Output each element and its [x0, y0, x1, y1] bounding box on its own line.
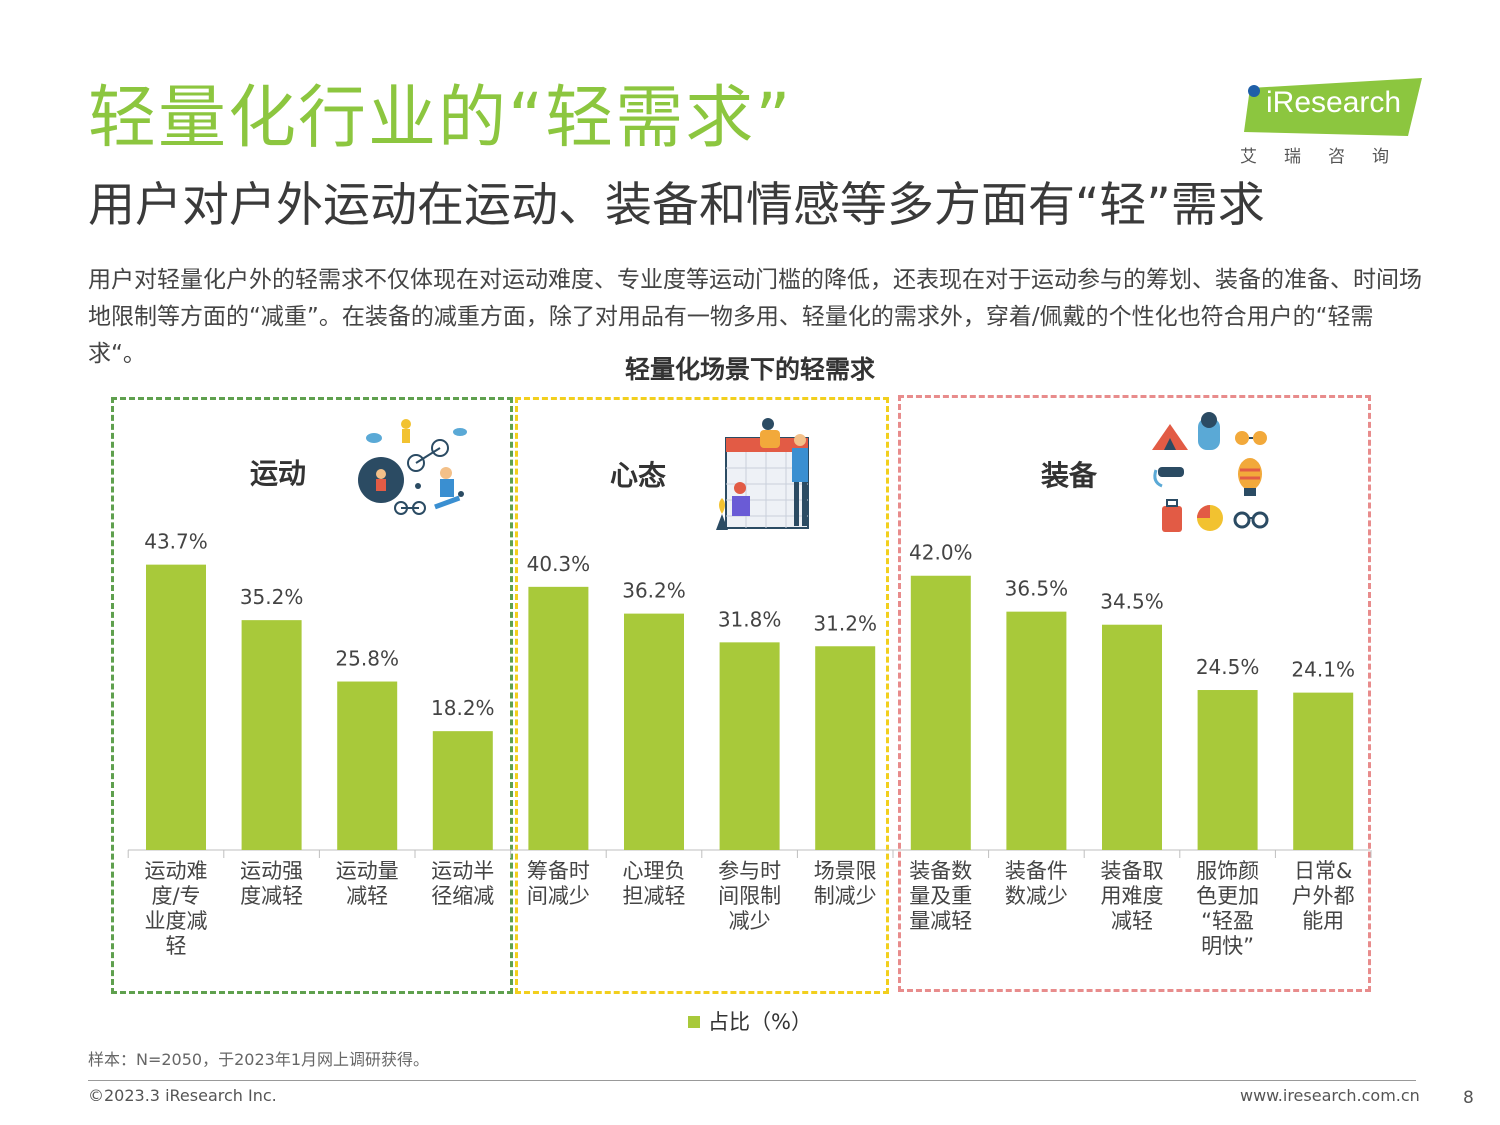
page-title: 轻量化行业的“轻需求”	[88, 79, 793, 158]
category-label: 运动难 度/专 业度减轻	[133, 859, 219, 959]
category-label-line: 运动强	[240, 859, 304, 883]
equipment-icon	[1152, 412, 1269, 532]
category-label-line: 场景限	[813, 859, 877, 883]
data-label: 31.8%	[718, 607, 782, 631]
data-label: 36.2%	[622, 579, 686, 603]
category-label: 场景限 制减少	[802, 859, 888, 909]
category-label-line: 色更加	[1196, 884, 1260, 908]
category-label-line: 日常&	[1293, 859, 1353, 883]
legend: 占比（%）	[0, 1006, 1500, 1036]
group-box-equipment	[898, 395, 1371, 992]
bar	[1197, 690, 1258, 850]
chart-title: 轻量化场景下的轻需求	[624, 355, 875, 384]
category-label-line: 量及重	[909, 884, 973, 908]
category-label-line: 运动量	[335, 859, 399, 883]
category-label: 参与时 间限制 减少	[707, 859, 793, 934]
website-link[interactable]: www.iresearch.com.cn	[1240, 1086, 1420, 1105]
page-subtitle: 用户对户外运动在运动、装备和情感等多方面有“轻”需求	[88, 178, 1265, 233]
group-box-sports	[111, 397, 513, 994]
category-label-line: 制减少	[813, 884, 877, 908]
category-label-line: 度/专	[151, 884, 201, 908]
category-label: 装备取 用难度 减轻	[1089, 859, 1175, 934]
category-label-line: 装备数	[909, 859, 973, 883]
bar	[337, 681, 398, 850]
copyright: ©2023.3 iResearch Inc.	[88, 1086, 277, 1105]
category-label: 装备件 数减少	[993, 859, 1079, 909]
bar	[1293, 692, 1354, 850]
iresearch-logo: iResearch 艾瑞咨询	[1236, 78, 1426, 173]
category-label-line: 能用	[1302, 909, 1345, 933]
data-label: 42.0%	[909, 541, 973, 565]
data-label: 24.1%	[1291, 658, 1355, 682]
category-label: 心理负 担减轻	[611, 859, 697, 909]
category-label-line: 减轻	[1111, 909, 1153, 933]
category-label-line: 担减轻	[622, 884, 686, 908]
logo-banner-icon	[1244, 78, 1422, 136]
category-label-line: 户外都	[1291, 884, 1355, 908]
category-label-line: 装备取	[1100, 859, 1164, 883]
data-label: 35.2%	[240, 585, 304, 609]
category-label: 装备数 量及重 量减轻	[898, 859, 984, 934]
data-label: 34.5%	[1100, 590, 1164, 614]
description: 用户对轻量化户外的轻需求不仅体现在对运动难度、专业度等运动门槛的降低，还表现在对…	[88, 267, 1422, 367]
bar	[719, 642, 780, 850]
data-label: 40.3%	[527, 552, 591, 576]
footer-divider	[88, 1080, 1416, 1081]
bar	[624, 613, 684, 850]
category-label-line: 轻	[165, 934, 187, 958]
category-label-line: 减少	[728, 909, 771, 933]
group-title-mindset: 心态	[610, 459, 667, 492]
data-label: 18.2%	[431, 696, 495, 720]
category-label: 运动强 度减轻	[229, 859, 315, 909]
category-label: 筹备时 间减少	[515, 859, 601, 909]
group-title-sports: 运动	[250, 457, 307, 490]
category-label: 服饰颜 色更加 “轻盈 明快”	[1185, 859, 1271, 959]
data-label: 31.2%	[813, 611, 877, 635]
category-label-line: 减轻	[346, 884, 389, 908]
category-label-line: 参与时	[718, 859, 782, 883]
sports-icon	[358, 419, 467, 515]
data-label: 36.5%	[1005, 577, 1069, 601]
bar	[528, 586, 589, 850]
category-label-line: 用难度	[1100, 884, 1164, 908]
category-label: 运动量 减轻	[324, 859, 410, 909]
legend-label: 占比（%）	[708, 1010, 812, 1034]
category-label: 日常& 户外都 能用	[1280, 859, 1366, 934]
logo-word: iResearch	[1266, 86, 1402, 119]
category-label-line: 筹备时	[526, 859, 590, 883]
bar	[1006, 611, 1067, 850]
bar	[146, 564, 206, 850]
group-box-mindset	[515, 397, 889, 994]
category-label-line: 明快”	[1201, 934, 1255, 958]
page-number: 8	[1463, 1088, 1474, 1108]
category-label-line: 度减轻	[240, 884, 304, 908]
data-label: 43.7%	[144, 530, 208, 554]
category-label-line: 数减少	[1004, 884, 1068, 908]
category-label: 运动半 径缩减	[420, 859, 506, 909]
category-label-line: 装备件	[1004, 859, 1068, 883]
bar	[1102, 624, 1162, 850]
category-label-line: 间限制	[718, 884, 782, 908]
data-label: 24.5%	[1196, 655, 1260, 679]
bar	[815, 646, 876, 850]
category-label-line: “轻盈	[1201, 909, 1255, 933]
category-label-line: 运动难	[144, 859, 208, 883]
logo-sub: 艾瑞咨询	[1240, 147, 1416, 167]
group-title-equipment: 装备	[1041, 459, 1098, 492]
category-label-line: 间减少	[526, 884, 590, 908]
bar	[910, 575, 971, 850]
category-label-line: 业度减	[144, 909, 208, 933]
bar	[432, 731, 493, 850]
sample-note: 样本：N=2050，于2023年1月网上调研获得。	[88, 1050, 429, 1069]
legend-swatch	[688, 1016, 701, 1028]
category-label-line: 量减轻	[909, 909, 973, 933]
category-label-line: 运动半	[431, 859, 495, 883]
category-label-line: 服饰颜	[1196, 859, 1260, 883]
category-label-line: 径缩减	[431, 884, 495, 908]
category-label-line: 心理负	[622, 859, 686, 883]
bar	[241, 620, 302, 850]
data-label: 25.8%	[335, 647, 399, 671]
mindset-icon	[716, 418, 809, 530]
